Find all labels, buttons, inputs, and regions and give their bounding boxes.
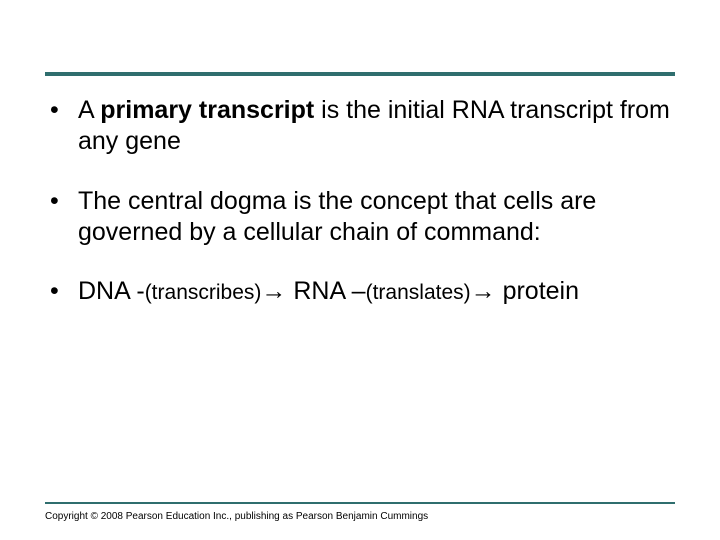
bullet-text: DNA -(transcribes)→ RNA –(translates)→ p…	[78, 276, 670, 307]
bottom-divider	[45, 502, 675, 504]
text-small: (transcribes)	[145, 281, 262, 304]
text-fragment: DNA -	[78, 277, 145, 305]
bullet-text: A primary transcript is the initial RNA …	[78, 95, 670, 158]
bullet-marker: •	[50, 186, 78, 249]
bullet-text: The central dogma is the concept that ce…	[78, 186, 670, 249]
bullet-item: • A primary transcript is the initial RN…	[50, 95, 670, 158]
arrow-icon: →	[261, 277, 286, 305]
text-fragment: RNA –	[286, 277, 365, 305]
text-fragment: protein	[496, 277, 579, 305]
text-fragment: A	[78, 96, 100, 124]
arrow-icon: →	[471, 277, 496, 305]
text-small: (translates)	[366, 281, 471, 304]
bullet-item: • The central dogma is the concept that …	[50, 186, 670, 249]
text-bold: primary transcript	[100, 96, 314, 124]
slide-content: • A primary transcript is the initial RN…	[50, 95, 670, 335]
bullet-item: • DNA -(transcribes)→ RNA –(translates)→…	[50, 276, 670, 307]
top-divider	[45, 72, 675, 76]
bullet-marker: •	[50, 95, 78, 158]
bullet-marker: •	[50, 276, 78, 307]
copyright-text: Copyright © 2008 Pearson Education Inc.,…	[45, 511, 428, 522]
